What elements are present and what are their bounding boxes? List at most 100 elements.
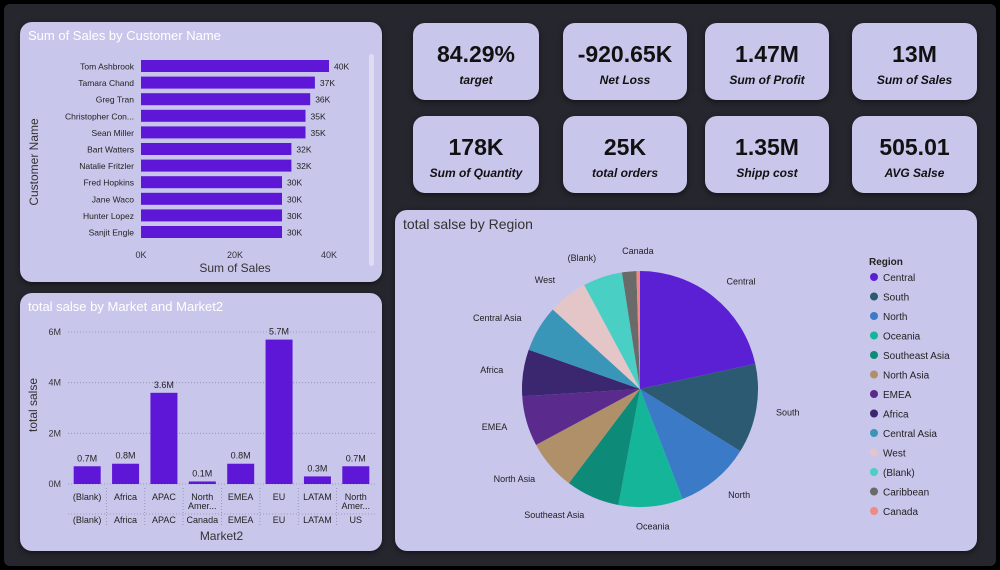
market-data-label: 3.6M	[154, 380, 174, 390]
customer-bar[interactable]	[141, 226, 282, 238]
legend-item[interactable]: West	[883, 449, 906, 460]
region-pie-chart[interactable]: Central South North Oceania Southeast Asia No…	[395, 210, 977, 551]
legend-item[interactable]: (Blank)	[883, 468, 915, 479]
pie-slice[interactable]	[536, 389, 640, 484]
legend-item[interactable]: North Asia	[883, 371, 930, 382]
market-y-tick: 2M	[48, 428, 61, 438]
legend-item[interactable]: Canada	[883, 507, 918, 518]
kpi-sum-of-profit[interactable]: 1.47M Sum of Profit	[705, 23, 829, 100]
pie-slice-label: (Blank)	[568, 253, 597, 263]
kpi-sum-of-quantity[interactable]: 178K Sum of Quantity	[413, 116, 539, 193]
pie-slice[interactable]	[636, 271, 640, 389]
customer-bar[interactable]	[141, 76, 315, 89]
legend-item[interactable]: Central	[883, 273, 915, 284]
market-data-label: 5.7M	[269, 327, 289, 337]
customer-chart-scrollbar[interactable]	[369, 54, 374, 266]
customer-bar[interactable]	[141, 126, 306, 139]
pie-slice-label: Canada	[622, 246, 654, 256]
market-bar[interactable]	[112, 463, 140, 484]
kpi-total-orders[interactable]: 25K total orders	[563, 116, 687, 193]
customer-sales-card[interactable]: Sum of Sales by Customer Name Tom Ashbro…	[20, 22, 382, 282]
customer-bar[interactable]	[141, 109, 306, 122]
pie-slice[interactable]	[522, 349, 640, 397]
kpi-shipp-cost[interactable]: 1.35M Shipp cost	[705, 116, 829, 193]
customer-bar[interactable]	[141, 93, 311, 106]
legend-marker	[870, 312, 878, 320]
market-x-tick: EU	[273, 492, 286, 502]
market-bar[interactable]	[303, 476, 331, 484]
market2-x-tick: EU	[273, 515, 286, 525]
customer-name-label: Sean Miller	[91, 128, 134, 138]
market-x-tick: EMEA	[228, 492, 254, 502]
pie-slice-label: Southeast Asia	[524, 510, 584, 520]
legend-title: Region	[869, 257, 903, 268]
market-sales-chart[interactable]: 0M 2M 4M 6M 0.7M (Blank) (Blank) 0.8M Africa Afri…	[20, 293, 382, 551]
customer-name-label: Bart Watters	[87, 145, 134, 155]
kpi-value: 1.47M	[735, 41, 799, 67]
legend-marker	[870, 351, 878, 359]
legend-marker	[870, 409, 878, 418]
market-bar[interactable]	[342, 466, 370, 484]
customer-data-label: 35K	[311, 128, 326, 138]
market-bar[interactable]	[227, 463, 255, 484]
legend-item[interactable]: Oceania	[883, 332, 921, 343]
market-sales-card[interactable]: total salse by Market and Market2 0M 2M 4M…	[20, 293, 382, 551]
market2-x-tick: APAC	[152, 515, 176, 525]
kpi-value: 25K	[603, 134, 647, 160]
legend-item[interactable]: Africa	[883, 410, 909, 421]
market-bar[interactable]	[265, 339, 293, 484]
legend-item[interactable]: Southeast Asia	[883, 351, 950, 362]
customer-bar[interactable]	[141, 159, 292, 172]
market-bar[interactable]	[188, 481, 216, 484]
market-chart-title: total salse by Market and Market2	[28, 299, 224, 314]
legend-marker	[870, 487, 878, 496]
kpi-label: Sum of Sales	[876, 73, 953, 87]
pie-slice[interactable]	[528, 309, 640, 389]
market-bar[interactable]	[73, 466, 101, 484]
legend-marker	[870, 331, 878, 340]
pie-slice-label: West	[535, 275, 556, 285]
market-bar[interactable]	[150, 392, 178, 484]
legend-item[interactable]: North	[883, 312, 907, 323]
customer-bar[interactable]	[141, 60, 329, 72]
region-sales-card[interactable]: total salse by Region Central South North O…	[395, 210, 977, 551]
customer-data-label: 36K	[315, 95, 330, 105]
pie-slice[interactable]	[584, 272, 640, 389]
pie-slice[interactable]	[640, 389, 741, 500]
pie-slice[interactable]	[640, 271, 756, 389]
legend-item[interactable]: EMEA	[883, 390, 912, 401]
pie-slice-label: Oceania	[636, 521, 670, 531]
market-y-axis-label: total salse	[26, 378, 40, 432]
pie-slice[interactable]	[552, 285, 640, 389]
customer-sales-chart[interactable]: Tom Ashbrook 40K Tamara Chand 37K Greg Tran 3…	[20, 22, 382, 282]
pie-slice[interactable]	[640, 363, 758, 452]
customer-data-label: 30K	[287, 178, 302, 188]
market2-x-tick: (Blank)	[73, 515, 102, 525]
kpi-net-loss[interactable]: -920.65K Net Loss	[563, 23, 687, 100]
kpi-avg-salse[interactable]: 505.01 AVG Salse	[852, 116, 977, 193]
customer-data-label: 40K	[334, 62, 349, 72]
kpi-label: Sum of Profit	[729, 73, 805, 87]
legend-item[interactable]: Caribbean	[883, 488, 929, 499]
pie-slice[interactable]	[522, 389, 640, 445]
pie-slice[interactable]	[568, 389, 640, 505]
pie-slice[interactable]	[621, 271, 640, 389]
market-data-label: 0.7M	[346, 453, 366, 463]
kpi-sum-of-sales[interactable]: 13M Sum of Sales	[852, 23, 977, 100]
legend-item[interactable]: Central Asia	[883, 429, 937, 440]
market-y-tick: 0M	[48, 479, 61, 489]
market-data-label: 0.1M	[192, 468, 212, 478]
kpi-label: Shipp cost	[736, 166, 798, 180]
customer-chart-title: Sum of Sales by Customer Name	[28, 28, 221, 43]
customer-bar[interactable]	[141, 192, 282, 205]
kpi-value: -920.65K	[577, 41, 673, 67]
market-x-tick: (Blank)	[73, 492, 102, 502]
pie-slice[interactable]	[618, 389, 683, 507]
customer-bar[interactable]	[141, 143, 292, 155]
customer-bar[interactable]	[141, 176, 282, 189]
market2-x-tick: LATAM	[303, 515, 332, 525]
pie-slice-label: North	[728, 490, 750, 500]
kpi-target[interactable]: 84.29% target	[413, 23, 539, 100]
customer-bar[interactable]	[141, 209, 282, 222]
legend-item[interactable]: South	[883, 293, 909, 304]
